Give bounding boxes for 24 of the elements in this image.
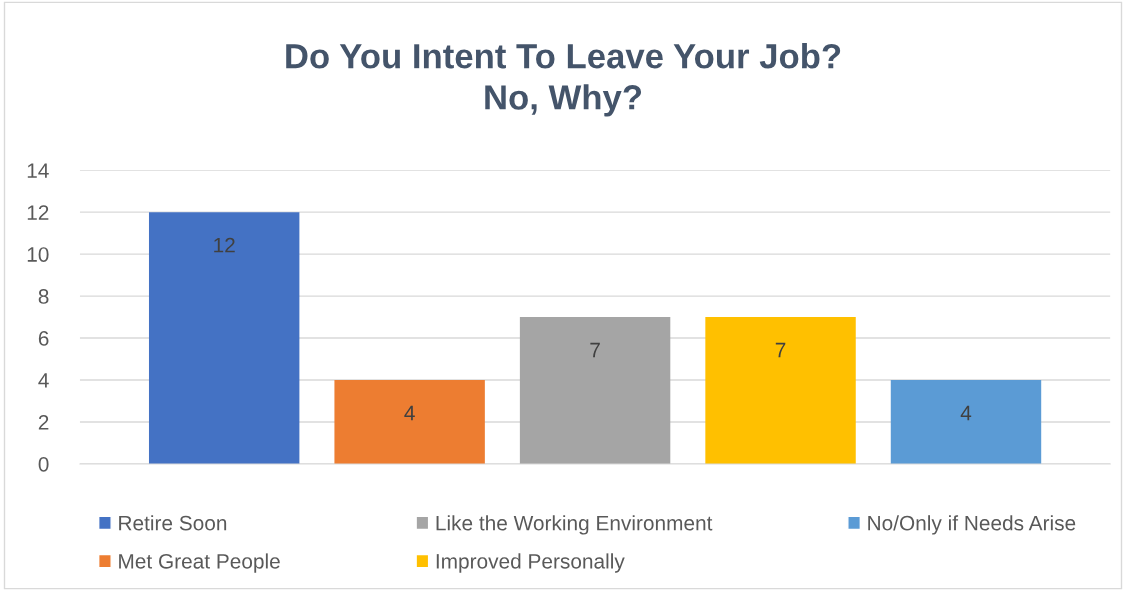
legend-label: Retire Soon (119, 515, 227, 531)
bar (148, 212, 300, 464)
bar (705, 317, 856, 464)
data-label: 12 (214, 237, 235, 253)
legend-label: No/Only if Needs Arise (868, 515, 1076, 535)
y-tick-label: 2 (38, 414, 49, 430)
legend-label: Met Great People (119, 553, 280, 573)
y-tick-label: 0 (38, 456, 49, 472)
data-label: 4 (404, 405, 415, 421)
legend-label: Like the Working Environment (436, 515, 713, 535)
y-tick-label: 14 (27, 163, 49, 178)
bar (519, 317, 671, 464)
y-tick-label: 8 (38, 289, 49, 304)
y-tick-label: 10 (27, 247, 49, 262)
chart-title: Do You Intent To Leave Your Job? No, Why? (286, 43, 841, 117)
legend-label: Improved Personally (436, 553, 625, 573)
data-label: 7 (775, 342, 786, 358)
y-tick-label: 6 (38, 331, 49, 346)
data-label: 4 (960, 405, 972, 421)
y-tick-label: 4 (38, 373, 49, 388)
data-label: 7 (590, 342, 600, 358)
y-tick-label: 12 (27, 205, 49, 220)
bar (890, 380, 1042, 464)
bar (334, 380, 485, 464)
